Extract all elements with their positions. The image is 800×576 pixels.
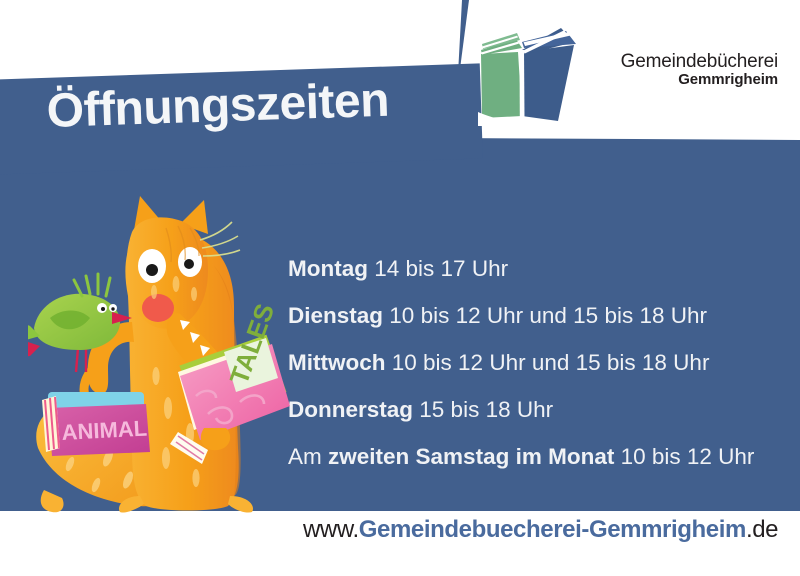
headline-banner: Öffnungszeiten bbox=[0, 62, 483, 175]
library-logo: Gemeindebücherei Gemmrigheim bbox=[478, 26, 778, 126]
logo-wordmark: Gemeindebücherei Gemmrigheim bbox=[586, 51, 779, 89]
hours-day: zweiten Samstag im Monat bbox=[328, 444, 615, 469]
hours-row-montag: Montag 14 bis 17 Uhr bbox=[288, 256, 788, 281]
logo-subtitle: Gemmrigheim bbox=[678, 71, 778, 89]
shopping-bag: ANIMAL bbox=[42, 367, 150, 456]
pink-book: TALES bbox=[170, 300, 290, 464]
url-prefix: www. bbox=[303, 516, 359, 543]
hours-row-mittwoch: Mittwoch 10 bis 12 Uhr und 15 bis 18 Uhr bbox=[288, 350, 788, 375]
url-brand: Gemeindebuecherei-Gemmrigheim bbox=[358, 516, 747, 543]
hours-row-dienstag: Dienstag 10 bis 12 Uhr und 15 bis 18 Uhr bbox=[288, 303, 788, 328]
hours-day: Montag bbox=[288, 256, 368, 281]
page-title: Öffnungszeiten bbox=[45, 73, 390, 138]
opening-hours-list: Montag 14 bis 17 Uhr Dienstag 10 bis 12 … bbox=[288, 256, 788, 493]
hours-day: Donnerstag bbox=[288, 397, 414, 422]
hours-time: 10 bis 12 Uhr und 15 bis 18 Uhr bbox=[391, 350, 710, 375]
url-suffix: .de bbox=[745, 516, 779, 543]
fox-head bbox=[126, 196, 246, 390]
hours-prefix: Am bbox=[288, 444, 329, 469]
hours-row-donnerstag: Donnerstag 15 bis 18 Uhr bbox=[288, 397, 788, 422]
hours-time: 10 bis 12 Uhr bbox=[620, 444, 755, 469]
fox-paw-right bbox=[200, 428, 231, 451]
website-url[interactable]: www.Gemeindebuecherei-Gemmrigheim.de bbox=[303, 510, 783, 550]
hours-time: 10 bis 12 Uhr und 15 bis 18 Uhr bbox=[389, 303, 707, 328]
hours-time: 15 bis 18 Uhr bbox=[419, 397, 554, 422]
hours-day: Mittwoch bbox=[288, 350, 386, 375]
hours-row-samstag: Am zweiten Samstag im Monat 10 bis 12 Uh… bbox=[288, 444, 788, 469]
hours-day: Dienstag bbox=[288, 303, 384, 328]
open-book-icon bbox=[478, 28, 588, 126]
bird bbox=[21, 272, 132, 373]
logo-title: Gemeindebücherei bbox=[620, 51, 779, 72]
fox-mascot-illustration: ANIMAL bbox=[21, 196, 296, 514]
bag-label-text: ANIMAL bbox=[61, 416, 148, 445]
hours-time: 14 bis 17 Uhr bbox=[374, 256, 509, 281]
